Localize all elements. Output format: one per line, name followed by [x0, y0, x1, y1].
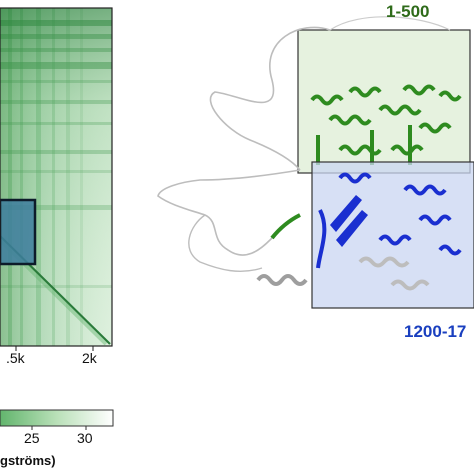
heatmap-highlight-block: [0, 200, 35, 264]
distance-heatmap: [0, 7, 113, 351]
blue-helix-cluster: [316, 172, 462, 269]
colorbar-gradient: [0, 410, 113, 426]
grey-helix-bottom: [358, 256, 410, 268]
region-label-top: 1-500: [386, 2, 430, 21]
region-box-1200-1700: [311, 161, 474, 309]
protein-structure: [157, 16, 474, 309]
blue-beta-sheet: [330, 195, 368, 247]
grey-helix-bottom: [390, 279, 430, 291]
colorbar-tick-label-1: 25: [24, 430, 40, 446]
colorbar: [0, 409, 114, 430]
coil-loop: [329, 16, 451, 31]
green-helix-cluster: [310, 84, 462, 165]
coil-loop: [157, 169, 301, 256]
region-label-bottom: 1200-17: [404, 322, 467, 341]
colorbar-title: gströms): [0, 453, 56, 468]
heatmap-highlight-box: [0, 198, 37, 266]
colorbar-frame: [0, 409, 114, 427]
x-tick-label-2: 2k: [82, 350, 97, 366]
coil-loop: [209, 26, 331, 171]
colorbar-tick-label-2: 30: [77, 430, 93, 446]
coil-loop: [188, 214, 263, 273]
coil-helix: [256, 274, 308, 286]
x-tick-label-1: .5k: [6, 350, 25, 366]
heatmap-frame: [0, 7, 113, 347]
green-strand: [270, 213, 301, 240]
